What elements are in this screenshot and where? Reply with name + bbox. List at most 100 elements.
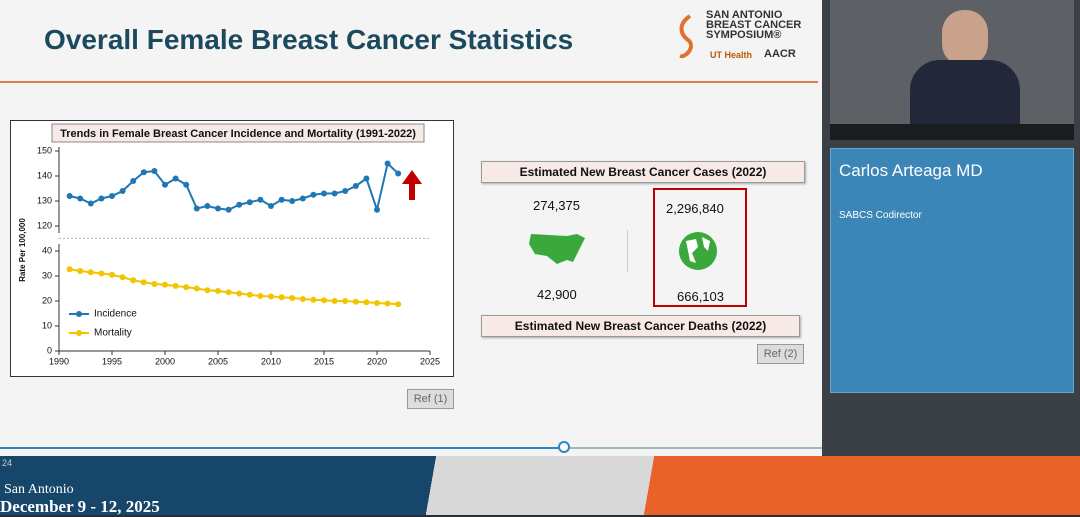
speaker-panel: Carlos Arteaga MD SABCS Codirector	[830, 148, 1074, 393]
progress-fill	[0, 447, 565, 449]
globe	[679, 232, 717, 270]
ref-button[interactable]: Ref (1)	[407, 389, 454, 409]
data-point	[395, 301, 402, 308]
data-point	[321, 297, 327, 304]
y-axis-label: Rate Per 100,000	[18, 218, 27, 282]
y-tick-label: 150	[37, 145, 52, 155]
data-point	[236, 290, 243, 297]
chart-title: Trends in Female Breast Cancer Incidence…	[60, 128, 416, 140]
us-cases: 274,375	[533, 198, 580, 213]
data-point	[257, 293, 264, 299]
slide: Overall Female Breast Cancer Statistics …	[0, 0, 822, 456]
ref-button[interactable]: Ref (2)	[757, 344, 804, 364]
data-point	[352, 298, 359, 305]
title-rule	[0, 81, 818, 83]
y-tick-label: 120	[37, 220, 52, 230]
data-point	[183, 181, 190, 188]
data-point	[246, 291, 253, 298]
x-tick-label: 2010	[261, 356, 281, 366]
data-point	[331, 298, 338, 304]
data-point	[130, 178, 137, 184]
cases-header: Estimated New Breast Cancer Cases (2022)	[481, 161, 805, 183]
divider	[627, 230, 628, 272]
speaker-role: SABCS Codirector	[839, 210, 922, 221]
x-tick-label: 2000	[155, 356, 175, 366]
x-tick-label: 1995	[102, 356, 122, 366]
logo-partner: AACR	[764, 48, 796, 60]
y-tick-label: 30	[42, 270, 52, 280]
x-tick-label: 2005	[208, 356, 228, 366]
legend-marker	[76, 330, 82, 336]
data-point	[321, 190, 327, 197]
data-point	[172, 175, 179, 182]
data-point	[374, 206, 380, 213]
up-arrow	[402, 170, 422, 200]
data-point	[87, 200, 94, 207]
data-point	[162, 281, 168, 288]
speaker-video	[830, 0, 1074, 140]
data-point	[98, 270, 105, 277]
data-point	[151, 281, 158, 287]
data-point	[204, 203, 211, 209]
data-point	[299, 296, 306, 302]
y-tick-label: 40	[42, 245, 52, 255]
data-point	[363, 299, 370, 306]
y-tick-label: 130	[37, 195, 52, 205]
y-tick-label: 10	[42, 320, 52, 330]
y-tick-label: 0	[47, 345, 52, 355]
speaker-area: Carlos Arteaga MD SABCS Codirector	[822, 0, 1080, 456]
data-point	[172, 283, 179, 289]
data-point	[140, 279, 147, 286]
slide-title: Overall Female Breast Cancer Statistics	[44, 24, 574, 55]
banner-city: San Antonio	[4, 482, 74, 497]
data-point	[257, 196, 264, 203]
data-point	[193, 205, 200, 212]
speaker-body	[910, 60, 1020, 124]
us-map	[529, 234, 585, 264]
us-deaths: 42,900	[537, 287, 577, 302]
progress-handle[interactable]	[558, 441, 570, 453]
data-point	[225, 289, 232, 296]
data-point	[268, 203, 274, 209]
logo-text: SAN ANTONIO BREAST CANCER SYMPOSIUM®	[706, 10, 802, 41]
data-point	[395, 170, 402, 177]
data-point	[151, 168, 158, 174]
data-point	[109, 193, 115, 199]
data-point	[162, 181, 168, 188]
data-point	[268, 293, 274, 300]
data-point	[77, 195, 84, 202]
data-point	[363, 175, 370, 182]
data-point	[236, 201, 243, 208]
banner-dates: December 9 - 12, 2025	[0, 497, 160, 516]
data-point	[193, 285, 200, 292]
logo-line: SYMPOSIUM®	[706, 29, 782, 41]
world-deaths: 666,103	[677, 289, 724, 304]
data-point	[66, 193, 73, 199]
speaker-head	[942, 10, 988, 66]
legend-label: Incidence	[94, 309, 137, 320]
logo-line: BREAST CANCER	[706, 19, 802, 31]
timestamp: 24	[2, 458, 13, 468]
data-point	[342, 188, 349, 194]
data-point	[140, 169, 147, 176]
legend-marker	[76, 311, 82, 317]
data-point	[384, 160, 391, 167]
chart: Trends in Female Breast Cancer Incidence…	[10, 120, 454, 377]
y-tick-label: 20	[42, 295, 52, 305]
world-cases: 2,296,840	[666, 201, 724, 216]
data-point	[130, 277, 137, 284]
data-point	[119, 188, 126, 194]
data-point	[119, 274, 126, 281]
x-tick-label: 2025	[420, 356, 440, 366]
data-point	[87, 269, 94, 276]
highlight-box	[653, 188, 747, 307]
data-point	[183, 284, 190, 291]
banner: 24 San Antonio December 9 - 12, 2025	[0, 456, 1080, 516]
data-point	[109, 271, 115, 278]
data-point	[98, 195, 105, 202]
deaths-header: Estimated New Breast Cancer Deaths (2022…	[481, 315, 800, 337]
logo-partner: UT Health	[710, 50, 753, 60]
data-point	[374, 300, 380, 306]
